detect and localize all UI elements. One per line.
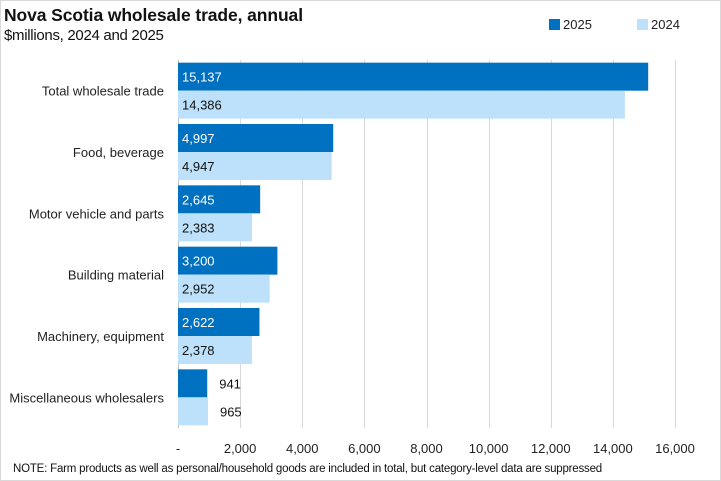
bar-2024 (178, 336, 252, 364)
x-tick-label: 12,000 (531, 441, 571, 456)
bar-2024 (178, 274, 270, 303)
category-label: Miscellaneous wholesalers (9, 390, 164, 405)
bar-2025 (178, 185, 261, 214)
bar-2025 (178, 308, 260, 336)
legend-item-2024: 2024 (637, 17, 680, 32)
data-label-2025: 2,645 (182, 192, 215, 207)
x-tick-label: - (176, 441, 180, 456)
data-label-2025: 2,622 (182, 315, 215, 330)
data-label-2024: 2,952 (182, 282, 215, 297)
x-tick-label: 8,000 (410, 441, 443, 456)
bar-2024 (178, 213, 253, 242)
bar-2025 (178, 369, 208, 398)
chart-title: Nova Scotia wholesale trade, annual (4, 5, 303, 25)
x-tick-label: 2,000 (224, 441, 257, 456)
legend-label-2024: 2024 (651, 17, 680, 32)
category-label: Food, beverage (73, 145, 164, 160)
category-label: Building material (68, 268, 164, 283)
category-label: Motor vehicle and parts (29, 206, 165, 221)
x-tick-label: 4,000 (286, 441, 319, 456)
x-tick-label: 10,000 (469, 441, 509, 456)
data-label-2025: 15,137 (182, 70, 222, 85)
data-label-2024: 965 (220, 404, 242, 419)
chart-note: NOTE: Farm products as well as personal/… (13, 463, 602, 475)
legend-item-2025: 2025 (549, 17, 592, 32)
bar-2024 (178, 397, 208, 426)
bars: 15,137 14,386 4,997 4,947 2,645 2,383 3,200 2,9… (178, 62, 649, 426)
x-tick-label: 16,000 (655, 441, 695, 456)
category-label: Total wholesale trade (42, 84, 164, 99)
bar-2024 (178, 90, 625, 119)
bar-2025 (178, 62, 649, 91)
data-label-2025: 941 (219, 376, 241, 391)
x-tick-labels: - 2,000 4,000 6,000 8,000 10,000 12,000 14,000 1… (176, 441, 695, 456)
legend-swatch-2025 (549, 19, 560, 30)
legend-swatch-2024 (637, 19, 648, 30)
data-label-2025: 4,997 (182, 131, 215, 146)
data-label-2024: 2,383 (182, 220, 215, 235)
bar-2025 (178, 246, 278, 275)
chart-subtitle: $millions, 2024 and 2025 (4, 27, 164, 44)
data-label-2024: 4,947 (182, 159, 215, 174)
x-tick-label: 6,000 (348, 441, 381, 456)
x-tick-label: 14,000 (593, 441, 633, 456)
bar-2025 (178, 124, 334, 152)
data-label-2024: 2,378 (182, 343, 215, 358)
data-label-2024: 14,386 (182, 98, 222, 113)
data-label-2025: 3,200 (182, 254, 215, 269)
gridlines (178, 60, 676, 428)
category-labels: Total wholesale trade Food, beverage Motor… (9, 84, 164, 406)
bar-2024 (178, 152, 332, 180)
category-label: Machinery, equipment (37, 329, 164, 344)
legend-label-2025: 2025 (563, 17, 592, 32)
